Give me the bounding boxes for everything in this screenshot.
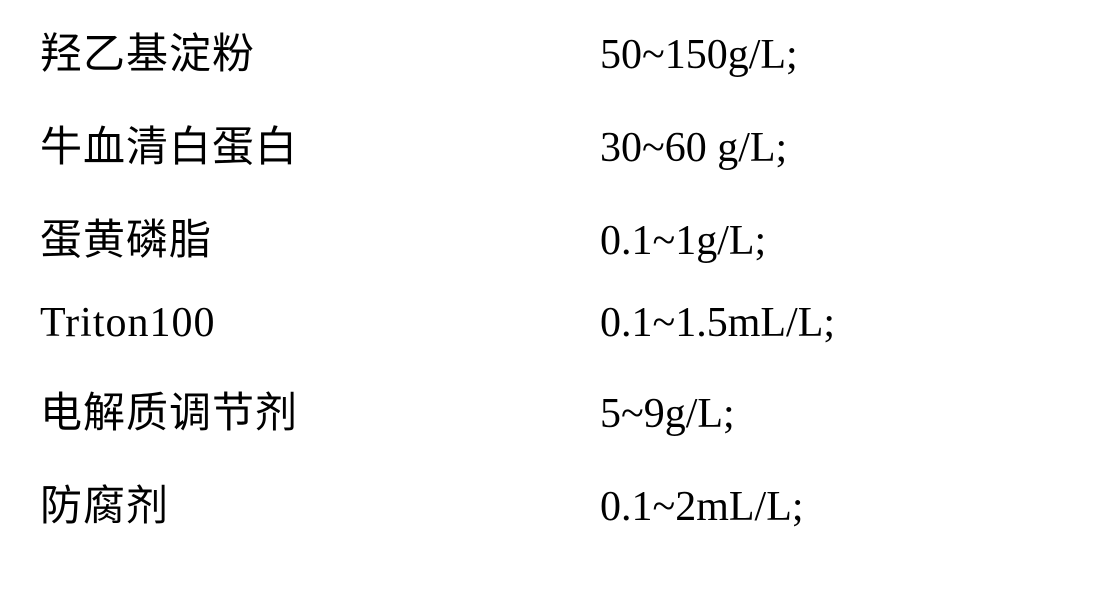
table-row: Triton100 0.1~1.5mL/L;	[40, 299, 1062, 347]
ingredient-label: 牛血清白蛋白	[40, 113, 600, 174]
ingredient-label: Triton100	[40, 299, 600, 347]
ingredient-value: 30~60 g/L;	[600, 124, 787, 172]
ingredient-value: 0.1~2mL/L;	[600, 483, 804, 531]
ingredient-label: 防腐剂	[40, 472, 600, 533]
ingredient-value: 50~150g/L;	[600, 31, 798, 79]
ingredient-value: 0.1~1g/L;	[600, 217, 766, 265]
ingredient-label: 蛋黄磷脂	[40, 206, 600, 267]
table-row: 电解质调节剂 5~9g/L;	[40, 379, 1062, 440]
ingredient-label: 电解质调节剂	[40, 379, 600, 440]
table-row: 蛋黄磷脂 0.1~1g/L;	[40, 206, 1062, 267]
ingredient-label: 羟乙基淀粉	[40, 20, 600, 81]
table-row: 牛血清白蛋白 30~60 g/L;	[40, 113, 1062, 174]
ingredient-value: 5~9g/L;	[600, 390, 735, 438]
table-row: 羟乙基淀粉 50~150g/L;	[40, 20, 1062, 81]
table-row: 防腐剂 0.1~2mL/L;	[40, 472, 1062, 533]
ingredient-table: 羟乙基淀粉 50~150g/L; 牛血清白蛋白 30~60 g/L; 蛋黄磷脂 …	[0, 0, 1102, 597]
ingredient-value: 0.1~1.5mL/L;	[600, 299, 835, 347]
